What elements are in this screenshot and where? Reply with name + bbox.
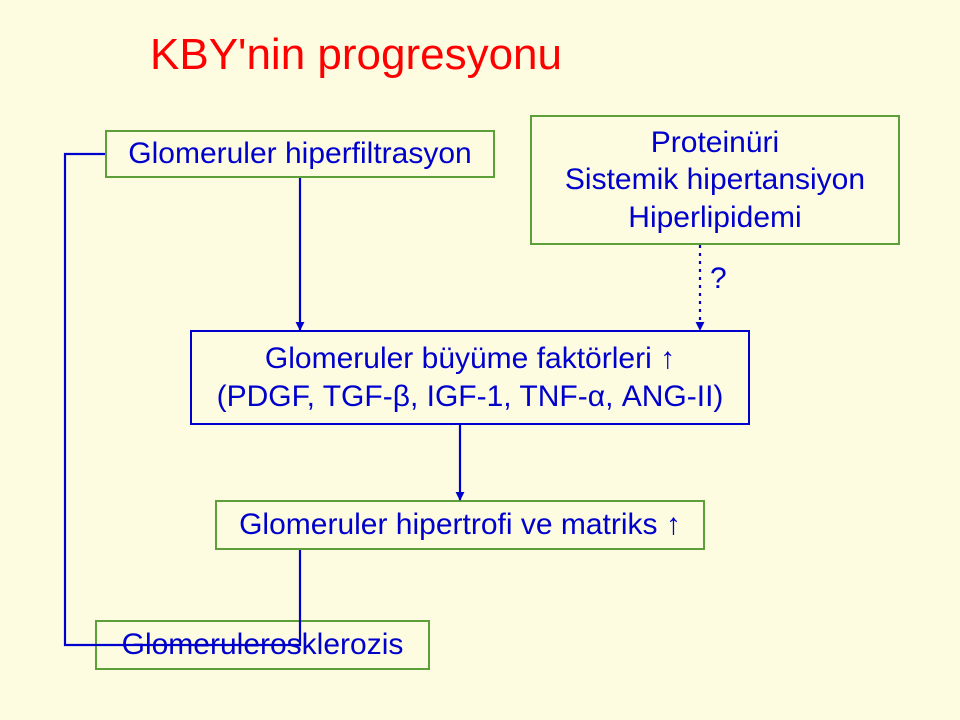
box-label: Glomeruler hipertrofi ve matriks ↑ (239, 506, 681, 544)
box-growth-factors: Glomeruler büyüme faktörleri ↑(PDGF, TGF… (190, 330, 750, 425)
box-label: Glomerulerosklerozis (122, 626, 404, 664)
diagram-canvas: KBY'nin progresyonu Glomeruler hiperfilt… (0, 0, 960, 720)
box-multiline: Glomeruler büyüme faktörleri ↑(PDGF, TGF… (217, 340, 724, 415)
box-label: Glomeruler hiperfiltrasyon (128, 135, 471, 173)
diagram-title: KBY'nin progresyonu (150, 30, 562, 80)
box-multiline: ProteinüriSistemik hipertansiyonHiperlip… (565, 124, 865, 237)
box-hyperfiltration: Glomeruler hiperfiltrasyon (105, 130, 495, 178)
box-hypertrophy: Glomeruler hipertrofi ve matriks ↑ (215, 500, 705, 550)
box-proteinuria-group: ProteinüriSistemik hipertansiyonHiperlip… (530, 115, 900, 245)
box-glomerulosclerosis: Glomerulerosklerozis (95, 620, 430, 670)
question-mark-label: ? (710, 262, 727, 296)
